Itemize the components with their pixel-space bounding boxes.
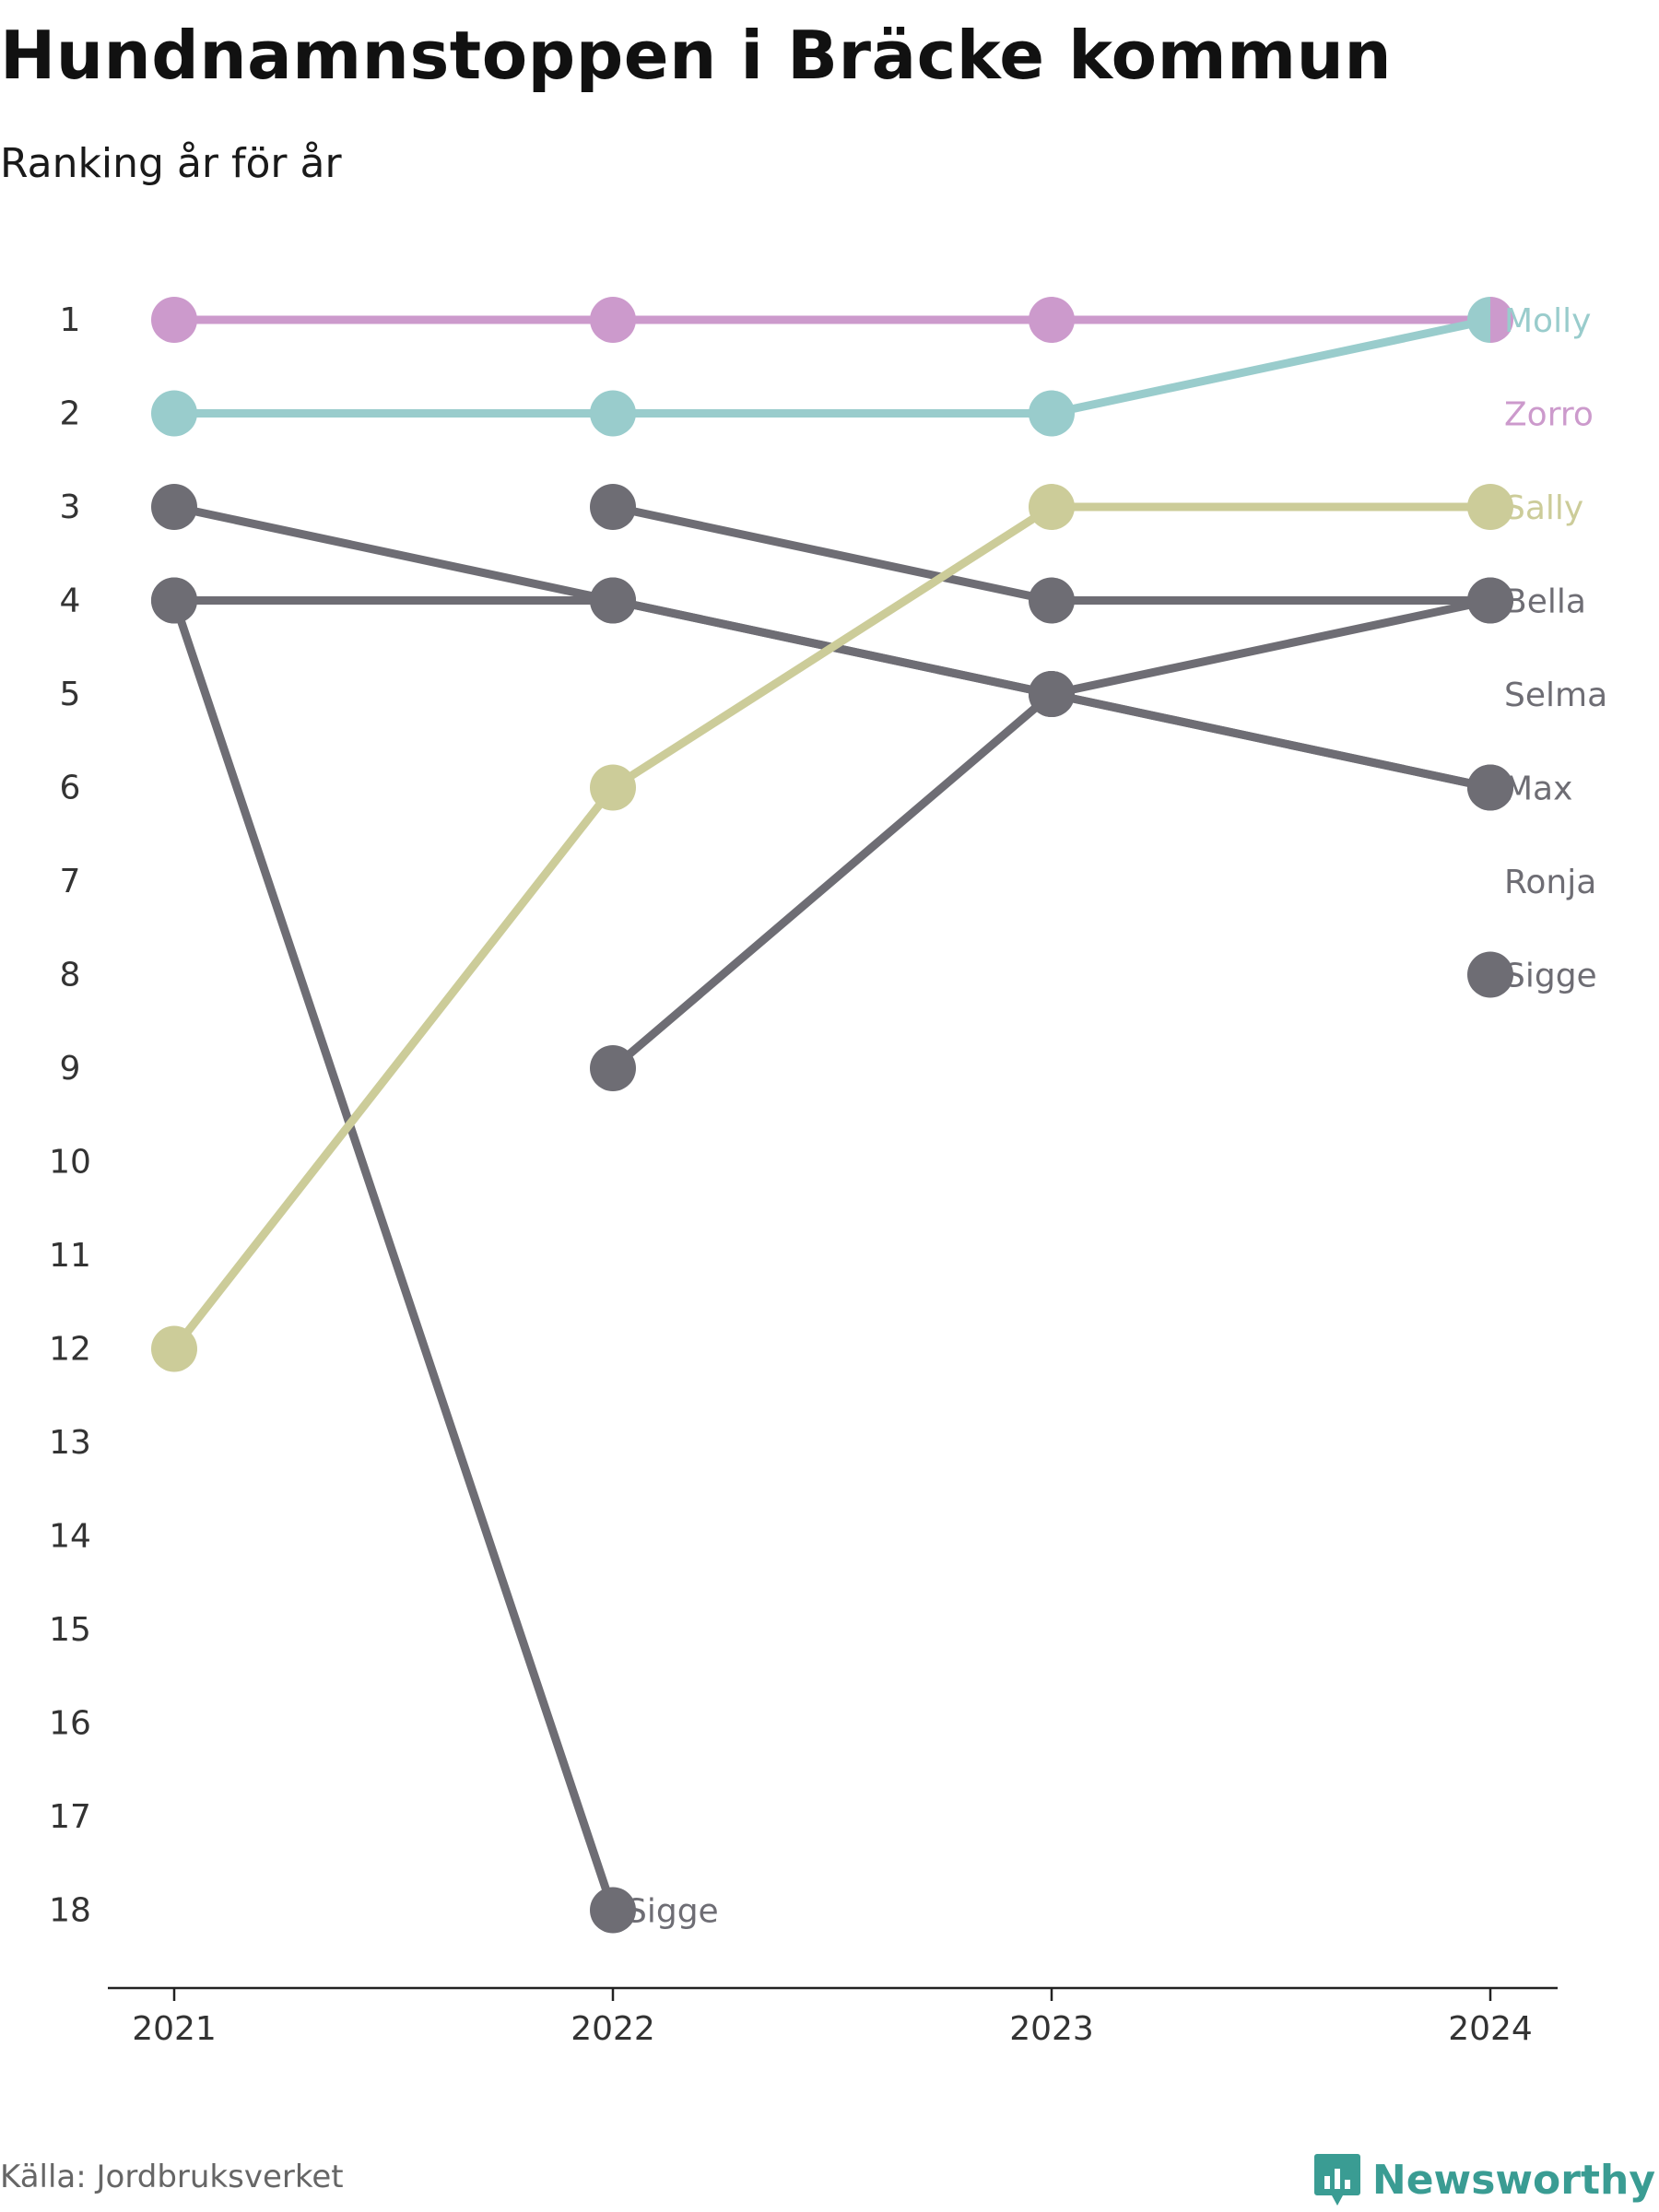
series-point-zorro (590, 297, 636, 343)
y-tick-label: 14 (49, 1518, 91, 1556)
series-point-sally (1029, 484, 1075, 530)
end-label-sigge: Sigge (1504, 958, 1597, 995)
chart-title: Hundnamnstoppen i Bräcke kommun (0, 17, 1393, 94)
y-tick-label: 2 (60, 395, 81, 433)
y-tick-label: 9 (60, 1050, 81, 1088)
series-line-sally (170, 783, 618, 1353)
series-point-bella (590, 1045, 636, 1091)
brand-logo[interactable]: Newsworthy (1313, 2147, 1655, 2212)
series-point-sigge (151, 577, 197, 624)
end-label-sally: Sally (1504, 489, 1583, 527)
end-label-selma: Selma (1504, 677, 1607, 714)
series-line-max (608, 502, 1056, 605)
series-point-max (1467, 577, 1513, 624)
end-label-ronja: Ronja (1504, 864, 1596, 901)
x-axis: 2021 2022 2023 2024 (108, 1986, 1558, 2048)
series-point-zorro (1029, 297, 1075, 343)
y-tick-label: 13 (49, 1424, 91, 1462)
y-tick-label: 12 (49, 1331, 91, 1369)
y-tick-label: 3 (60, 488, 81, 526)
series-line-ronja (170, 502, 618, 605)
y-tick-label: 8 (60, 957, 81, 994)
y-tick-label: 18 (49, 1892, 91, 1930)
series-point-ronja (1029, 671, 1075, 717)
series-point-sigge (590, 1887, 636, 1934)
series-point-sally (1467, 484, 1513, 530)
series-point-ronja (1467, 764, 1513, 811)
annotation-label: Sigge (626, 1893, 719, 1931)
series-point-sally (151, 1325, 197, 1372)
y-tick-label: 6 (60, 770, 81, 807)
end-labels: Molly Zorro Sally Bella Selma Max Ronja Sigge Si… (626, 302, 1607, 1931)
y-tick-label: 5 (60, 676, 81, 713)
series-lines (170, 315, 1495, 1914)
y-tick-label: 10 (49, 1144, 91, 1182)
series-point-zorro (151, 297, 197, 343)
series-point-molly (1467, 297, 1490, 343)
series-line-sigge (170, 596, 618, 1914)
series-point-molly (1029, 390, 1075, 437)
x-tick-label: 2023 (1009, 2010, 1094, 2048)
series-point-molly (151, 390, 197, 437)
brand-name: Newsworthy (1371, 2156, 1655, 2204)
series-point-max (590, 484, 636, 530)
series-line-bella (1047, 596, 1495, 699)
y-tick-label: 4 (60, 582, 81, 620)
y-tick-label: 11 (49, 1237, 91, 1275)
y-tick-label: 1 (60, 301, 81, 339)
end-label-molly: Molly (1504, 302, 1591, 340)
x-tick-label: 2024 (1448, 2010, 1533, 2048)
chart-subtitle: Ranking år för år (0, 140, 342, 187)
series-line-sally (608, 502, 1056, 792)
series-point-molly (590, 390, 636, 437)
series-point-zorro (1490, 297, 1513, 343)
series-line-bella (608, 689, 1056, 1073)
series-line-molly (1047, 315, 1495, 418)
y-tick-label: 17 (49, 1798, 91, 1836)
end-label-bella: Bella (1504, 583, 1586, 621)
series-point-sally (590, 764, 636, 811)
source-note: Källa: Jordbruksverket (0, 2159, 344, 2195)
x-tick-label: 2021 (132, 2010, 217, 2048)
series-points (151, 297, 1513, 1934)
y-tick-label: 7 (60, 863, 81, 900)
newsworthy-logo-icon (1313, 2154, 1360, 2206)
y-tick-label: 16 (49, 1705, 91, 1743)
series-point-max (1029, 577, 1075, 624)
series-point-sigge (1467, 951, 1513, 998)
series-point-ronja (151, 484, 197, 530)
y-tick-label: 15 (49, 1611, 91, 1649)
x-tick-label: 2022 (571, 2010, 655, 2048)
series-line-ronja (1047, 689, 1495, 792)
end-label-zorro: Zorro (1504, 396, 1594, 434)
end-label-max: Max (1504, 771, 1572, 808)
series-point-ronja (590, 577, 636, 624)
